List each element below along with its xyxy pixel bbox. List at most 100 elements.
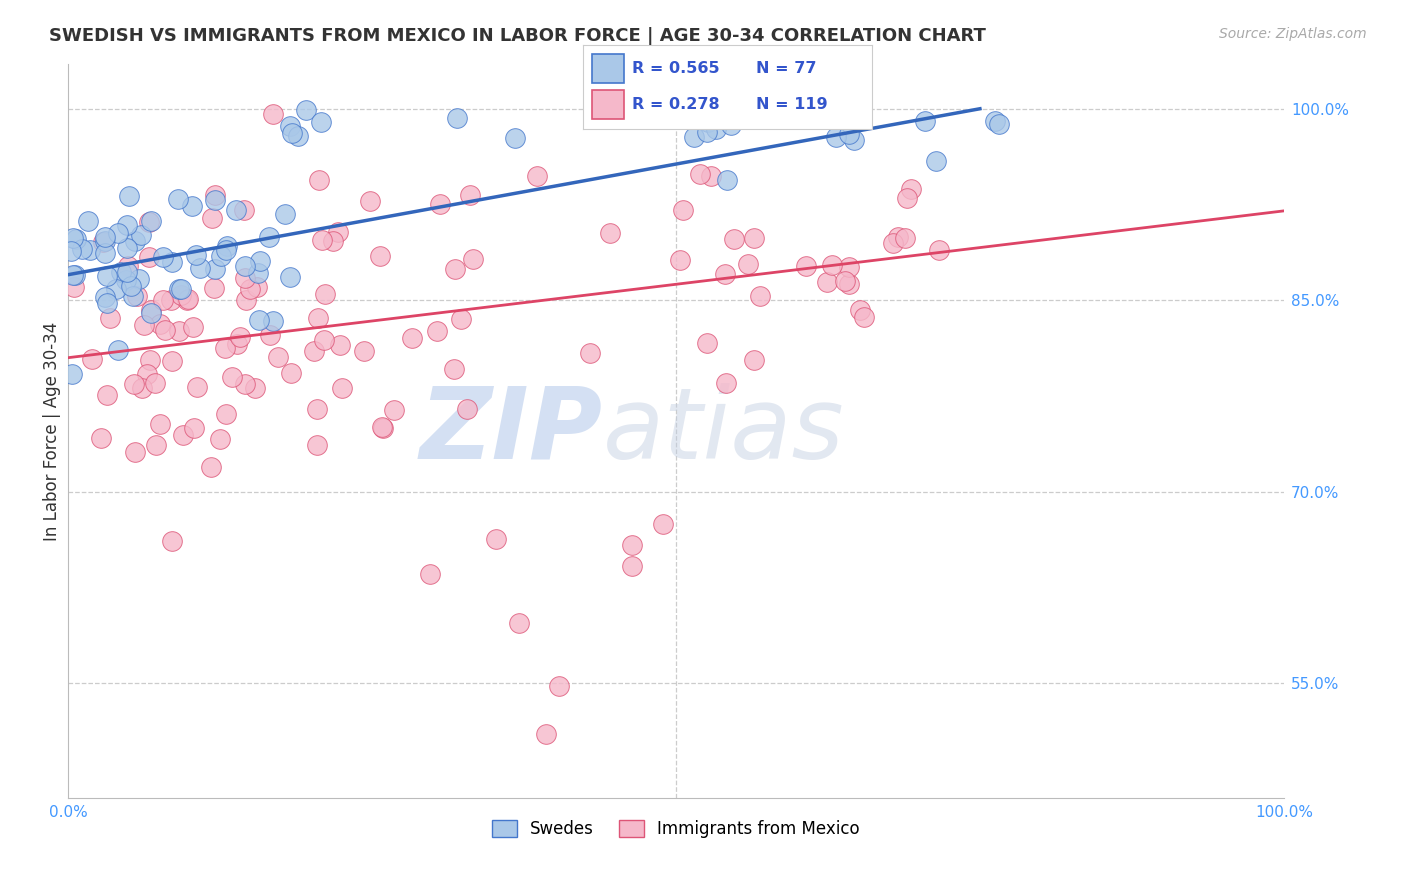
Point [311,233,333,247]
Point [849,302,872,317]
Point [104,283,127,297]
Point [160,354,183,368]
Point [928,243,950,257]
Point [505,130,527,145]
Point [620,539,643,553]
Point [60,368,83,382]
Point [229,329,252,343]
Point [652,517,675,532]
Point [96,295,118,310]
Point [63,280,86,294]
Point [129,227,152,242]
Point [278,270,301,285]
Point [461,252,484,266]
Point [794,259,817,273]
Text: N = 119: N = 119 [756,97,828,112]
Point [723,232,745,246]
Point [124,234,146,248]
Point [160,533,183,548]
Point [547,679,569,693]
Point [280,366,302,380]
Point [215,244,238,258]
Point [159,293,181,308]
Point [167,324,190,338]
Point [443,362,465,376]
Point [160,255,183,269]
Point [852,310,875,324]
Point [77,214,100,228]
Point [114,273,136,287]
Point [98,311,121,326]
Point [914,114,936,128]
Point [149,317,172,331]
Point [94,246,117,260]
Point [139,303,162,318]
Point [233,271,256,285]
Point [117,241,139,255]
Point [215,408,238,422]
Point [987,117,1010,131]
Point [742,231,765,245]
Point [671,202,693,217]
Text: atias: atias [603,383,845,480]
Point [233,376,256,391]
Point [312,333,335,347]
Point [94,290,117,304]
Point [152,293,174,307]
Point [821,258,844,272]
Point [155,323,177,337]
Point [226,336,249,351]
Point [233,260,256,274]
Point [139,352,162,367]
Point [200,460,222,475]
Point [235,293,257,307]
Point [329,338,352,352]
Point [359,194,381,208]
Point [63,268,86,282]
Point [579,346,602,360]
Point [167,282,190,296]
Point [233,202,256,217]
Point [326,225,349,239]
Point [204,262,226,277]
Point [247,266,270,280]
Point [217,239,239,253]
Point [239,282,262,296]
Point [720,118,742,132]
Point [201,211,224,225]
Point [314,286,336,301]
Point [132,318,155,333]
Point [896,192,918,206]
Point [696,125,718,139]
Point [221,370,243,384]
Point [62,231,84,245]
Point [815,275,838,289]
Point [738,105,761,120]
Point [80,352,103,367]
Point [458,187,481,202]
Point [267,350,290,364]
Point [62,268,84,282]
Point [450,312,472,326]
Point [330,381,353,395]
Legend: Swedes, Immigrants from Mexico: Swedes, Immigrants from Mexico [485,814,866,845]
Point [125,289,148,303]
Bar [592,54,624,83]
Point [170,288,193,302]
Point [90,431,112,445]
Point [307,401,329,416]
Point [696,335,718,350]
Point [181,199,204,213]
Point [287,128,309,143]
Point [302,344,325,359]
Point [429,196,451,211]
Text: N = 77: N = 77 [756,61,817,76]
Point [94,230,117,244]
Point [204,187,226,202]
Point [295,103,318,117]
Point [621,559,644,574]
Point [214,341,236,355]
Point [838,260,860,275]
Point [307,310,329,325]
Point [96,268,118,283]
